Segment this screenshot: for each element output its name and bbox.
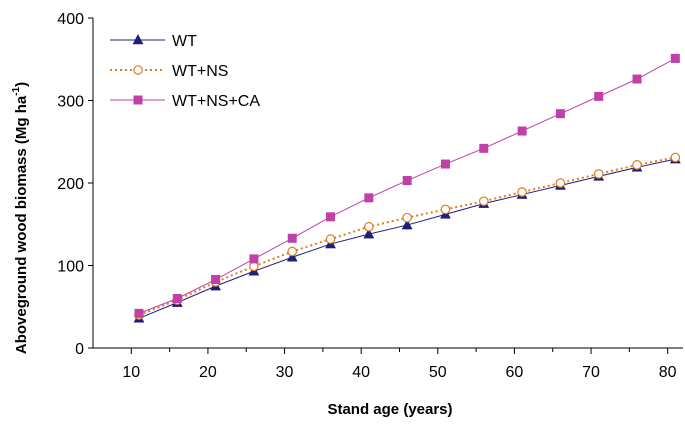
legend-entry: WT+NS (110, 63, 228, 80)
data-point-square (133, 95, 143, 105)
y-tick-label: 0 (75, 341, 84, 358)
data-point-circle (593, 169, 604, 179)
data-point-triangle (363, 228, 375, 239)
y-axis-title: Aboveground wood biomass (Mg ha-1) (11, 82, 30, 354)
data-point-circle (402, 212, 412, 223)
data-point-triangle (286, 251, 298, 262)
y-tick-label: 200 (57, 176, 84, 193)
data-point-circle (440, 204, 451, 215)
data-point-circle (478, 196, 489, 206)
y-axis-title-main: Aboveground wood biomass (Mg ha (13, 95, 30, 354)
data-point-triangle (132, 33, 144, 45)
x-tick-label: 10 (122, 364, 140, 381)
data-point-triangle (401, 219, 413, 230)
y-tick-label: 100 (57, 259, 84, 276)
legend-entry: WT (110, 33, 197, 50)
x-tick-label: 20 (199, 364, 217, 381)
data-point-square (479, 143, 489, 153)
y-tick-label: 300 (57, 94, 84, 111)
data-point-square (134, 308, 144, 318)
y-axis-title-superscript: -1 (11, 86, 22, 95)
x-tick-label: 60 (506, 364, 524, 381)
data-point-square (555, 109, 565, 119)
data-point-circle (364, 221, 374, 232)
data-point-square (517, 126, 527, 136)
legend-entry: WT+NS+CA (110, 93, 260, 110)
data-point-square (670, 53, 680, 63)
data-point-circle (670, 152, 681, 163)
data-point-square (402, 176, 412, 186)
data-point-square (249, 254, 259, 264)
x-tick-label: 40 (352, 364, 370, 381)
series-wt-plus-ns-plus-ca (134, 53, 680, 318)
legend-label: WT+NS+CA (172, 93, 260, 110)
data-point-square (440, 159, 450, 169)
data-point-square (632, 74, 642, 84)
data-point-circle (555, 178, 566, 188)
data-point-square (326, 212, 336, 222)
data-point-square (364, 193, 374, 203)
x-tick-label: 70 (582, 364, 600, 381)
x-axis-title: Stand age (years) (327, 401, 452, 418)
data-point-circle (325, 234, 336, 244)
data-point-circle (517, 187, 527, 197)
data-point-circle (632, 160, 642, 170)
data-point-square (211, 275, 221, 285)
x-tick-label: 30 (276, 364, 294, 381)
y-tick-label: 400 (57, 11, 84, 28)
legend-label: WT (172, 33, 197, 50)
x-tick-label: 50 (429, 364, 447, 381)
data-point-circle (287, 246, 298, 257)
legend-label: WT+NS (172, 63, 228, 80)
x-tick-label: 80 (659, 364, 677, 381)
data-point-square (287, 233, 297, 243)
data-point-circle (133, 65, 143, 75)
data-point-square (594, 91, 604, 101)
data-point-square (172, 294, 182, 303)
y-axis-title-end: ) (13, 82, 30, 87)
